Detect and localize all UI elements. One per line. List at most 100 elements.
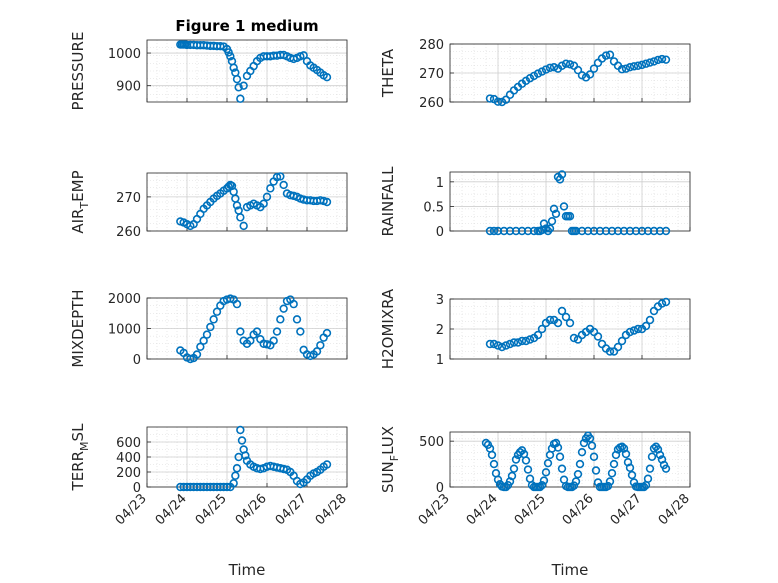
data-point [533, 69, 543, 78]
data-point [216, 41, 225, 51]
x-axis-label-right: Time [551, 561, 589, 579]
data-point [641, 321, 651, 331]
data-point [537, 480, 547, 490]
y-axis-label: PRESSURE [69, 32, 87, 111]
series-markers [176, 294, 332, 364]
data-point [537, 324, 547, 334]
data-point [643, 474, 653, 483]
x-tick-label: 04/28 [313, 491, 350, 528]
series-markers [485, 50, 671, 107]
data-point [551, 209, 561, 218]
data-point [511, 455, 521, 464]
x-tick-label: 04/27 [608, 491, 645, 528]
y-tick-label: 2 [436, 323, 444, 338]
data-point [571, 477, 581, 486]
data-point [609, 459, 619, 469]
y-tick-label: 0 [436, 225, 444, 240]
data-point [585, 434, 595, 443]
data-point [657, 299, 667, 308]
data-point [232, 74, 242, 84]
series-markers [485, 170, 671, 236]
data-point [541, 468, 551, 477]
data-point [276, 172, 285, 181]
data-point [577, 447, 587, 457]
data-point [553, 443, 563, 452]
data-point [549, 204, 559, 214]
data-point [617, 65, 627, 74]
data-point [493, 475, 503, 484]
data-point [237, 436, 247, 445]
data-point [627, 470, 637, 480]
data-point [252, 327, 262, 336]
data-point [607, 469, 617, 478]
data-point [517, 336, 527, 346]
data-point [272, 327, 282, 336]
data-point [601, 51, 611, 60]
data-point [481, 438, 491, 448]
data-point [569, 481, 579, 490]
figure-title: Figure 1 medium [175, 17, 318, 35]
y-tick-label: 280 [419, 38, 444, 53]
subplot-pressure: 900 1000 PRESSURE [69, 32, 348, 111]
data-point [645, 464, 655, 473]
data-point [645, 58, 655, 67]
data-point [565, 60, 575, 69]
data-point [485, 94, 495, 103]
data-point [605, 347, 615, 356]
data-point [565, 318, 575, 328]
series-markers [176, 172, 332, 231]
y-axis-label: THETA [379, 48, 397, 98]
y-tick-label: 400 [116, 451, 141, 466]
data-point [657, 54, 667, 64]
series-markers [176, 425, 332, 492]
x-tick-label: 04/24 [153, 491, 190, 528]
data-point [521, 456, 531, 465]
data-point [521, 336, 531, 346]
data-point [661, 297, 671, 307]
y-axis-label-main: SUN [379, 461, 397, 493]
subplot-h2omixra: 1 2 3 H2OMIXRA [379, 288, 691, 369]
axes-box [146, 172, 348, 232]
data-point [239, 81, 248, 90]
data-point [621, 449, 631, 459]
data-point [617, 336, 627, 346]
x-tick-label: 04/28 [656, 491, 693, 528]
data-point [515, 447, 525, 457]
subplot-sun_flux: 0 500 04/23 04/24 04/25 04/26 04/27 04/28 SUNFLU… [379, 426, 693, 528]
y-tick-label: 0 [133, 353, 141, 368]
data-point [316, 341, 325, 350]
subplot-rainfall: 0 0.5 1 RAINFALL [379, 166, 691, 240]
y-tick-label: 270 [419, 67, 444, 82]
data-point [196, 342, 205, 351]
data-point [557, 61, 567, 70]
data-point [561, 59, 571, 68]
data-point [649, 444, 659, 453]
data-point [507, 471, 517, 481]
y-tick-label: 1 [436, 353, 444, 368]
y-tick-label: 1000 [108, 47, 141, 62]
data-point [625, 62, 635, 72]
data-point [296, 327, 305, 336]
data-point [209, 315, 218, 324]
y-tick-label: 0 [436, 481, 444, 496]
data-point [239, 221, 248, 231]
x-tick-label: 04/25 [193, 491, 230, 528]
data-point [493, 341, 503, 350]
series-markers [485, 297, 671, 356]
data-point [322, 72, 332, 82]
y-axis-label-main: H2OMIXRA [379, 288, 397, 369]
x-tick-label: 04/23 [416, 491, 453, 528]
data-point [229, 63, 238, 72]
x-tick-label: 04/26 [233, 491, 270, 528]
x-tick-label: 04/24 [464, 491, 501, 528]
data-point [653, 55, 663, 65]
data-point [322, 197, 332, 207]
y-axis-label-main: THETA [379, 48, 397, 98]
y-tick-label: 200 [116, 466, 141, 481]
data-point [262, 192, 272, 202]
data-point [279, 304, 288, 313]
y-tick-label: 270 [116, 191, 141, 206]
data-point [573, 65, 583, 75]
y-axis-label-subscript: M [78, 441, 91, 451]
data-point [232, 464, 242, 473]
